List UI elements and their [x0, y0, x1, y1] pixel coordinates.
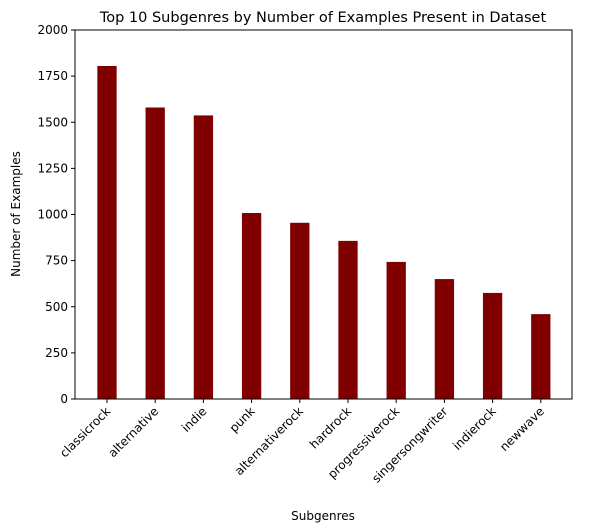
bars-group: [97, 65, 551, 400]
x-tick-label: newwave: [497, 404, 547, 454]
x-tick-label: alternative: [105, 404, 161, 460]
plot-frame: [74, 29, 573, 400]
bar-hardrock: [338, 240, 358, 399]
bar-newwave: [531, 314, 551, 399]
bar-singersongwriter: [434, 279, 455, 399]
y-axis: 0 250 500 750 1000 1250 1500 1750 2000: [37, 23, 75, 406]
chart-title: Top 10 Subgenres by Number of Examples P…: [99, 10, 547, 26]
y-tick-label: 2000: [37, 23, 68, 37]
x-tick-label: punk: [227, 404, 258, 435]
y-tick-label: 750: [45, 254, 68, 268]
y-tick-label: 1250: [37, 161, 68, 175]
y-tick-label: 1000: [37, 208, 68, 222]
bar-punk: [241, 213, 262, 399]
y-tick-label: 1500: [37, 115, 68, 129]
y-tick-label: 1750: [37, 69, 68, 83]
bar-classicrock: [97, 65, 117, 399]
bar-alternativerock: [290, 222, 310, 399]
x-tick-label: indie: [179, 404, 210, 435]
x-axis-label: Subgenres: [291, 509, 355, 523]
x-tick-label: classicrock: [57, 404, 113, 460]
y-tick-label: 0: [60, 392, 68, 406]
y-axis-label: Number of Examples: [9, 151, 23, 277]
bar-progressiverock: [386, 261, 406, 399]
x-tick-label: hardrock: [307, 404, 354, 451]
x-tick-label: indierock: [450, 404, 499, 453]
bar-indierock: [482, 292, 503, 399]
bar-alternative: [145, 107, 165, 400]
bar-indie: [193, 115, 214, 400]
y-tick-label: 250: [45, 346, 68, 360]
y-tick-label: 500: [45, 300, 68, 314]
